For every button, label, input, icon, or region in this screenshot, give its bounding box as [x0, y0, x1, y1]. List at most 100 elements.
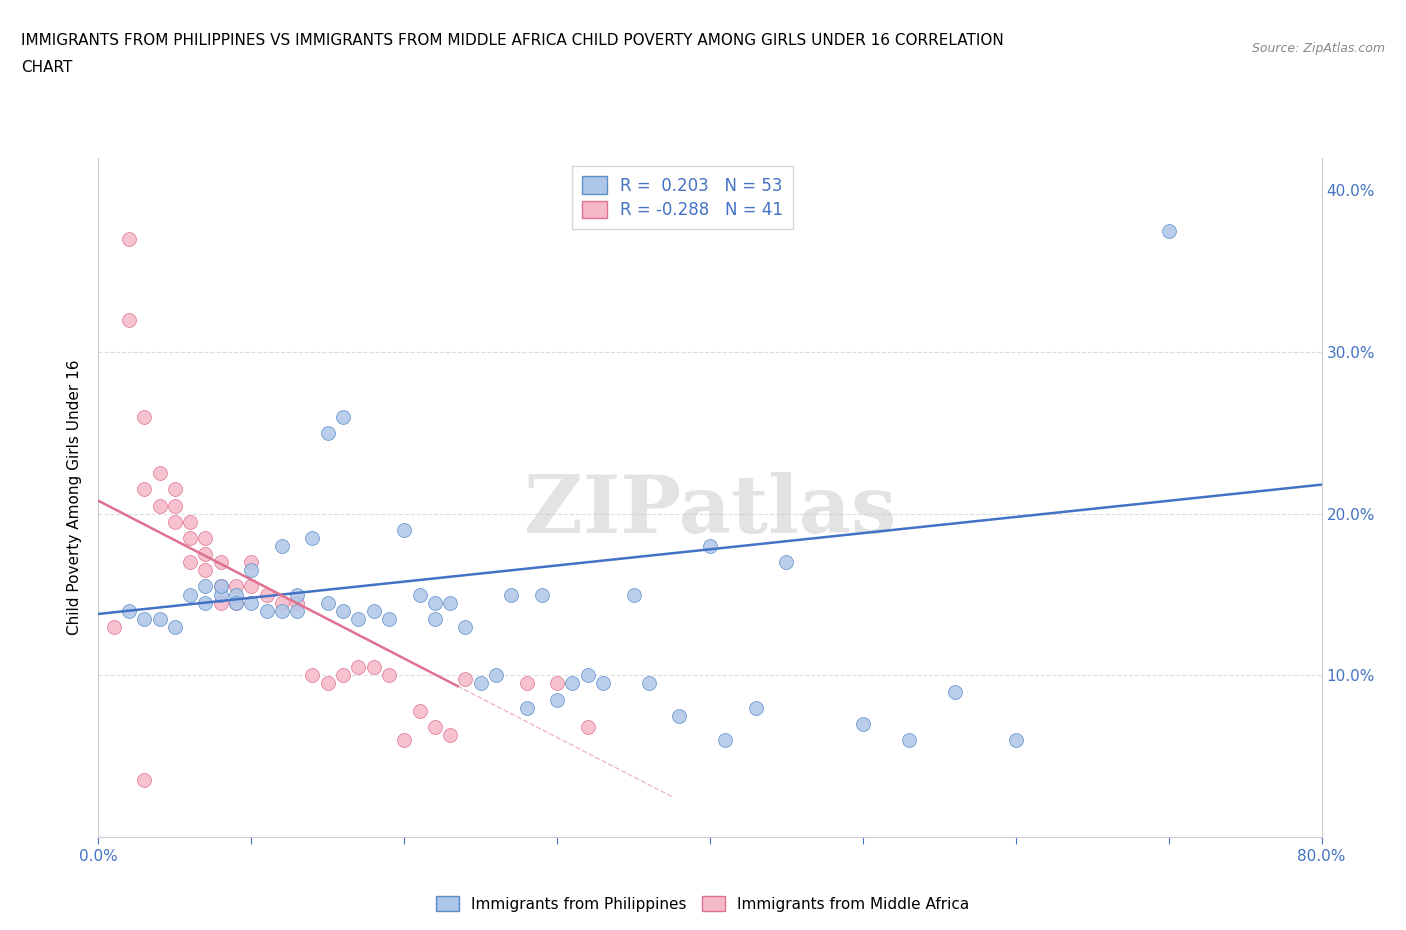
Text: IMMIGRANTS FROM PHILIPPINES VS IMMIGRANTS FROM MIDDLE AFRICA CHILD POVERTY AMONG: IMMIGRANTS FROM PHILIPPINES VS IMMIGRANT… [21, 33, 1004, 47]
Point [285, 595, 308, 610]
Legend: Immigrants from Philippines, Immigrants from Middle Africa: Immigrants from Philippines, Immigrants … [430, 889, 976, 918]
Point [209, 555, 232, 570]
Point [301, 530, 323, 545]
Point [270, 538, 292, 553]
Point [530, 587, 553, 602]
Point [745, 700, 768, 715]
Text: CHART: CHART [21, 60, 73, 75]
Point [270, 604, 292, 618]
Point [897, 733, 920, 748]
Point [256, 587, 278, 602]
Point [516, 700, 538, 715]
Point [285, 604, 308, 618]
Point [179, 514, 201, 529]
Point [118, 312, 141, 327]
Point [225, 579, 247, 594]
Point [225, 595, 247, 610]
Point [225, 587, 247, 602]
Point [378, 611, 401, 626]
Point [470, 676, 492, 691]
Point [332, 409, 354, 424]
Point [209, 587, 232, 602]
Point [501, 587, 523, 602]
Point [714, 733, 737, 748]
Point [775, 555, 797, 570]
Point [285, 587, 308, 602]
Point [240, 595, 263, 610]
Point [439, 727, 461, 742]
Point [194, 595, 217, 610]
Point [668, 709, 690, 724]
Point [332, 668, 354, 683]
Point [423, 611, 446, 626]
Point [240, 579, 263, 594]
Point [943, 684, 966, 699]
Point [363, 660, 385, 675]
Point [637, 676, 661, 691]
Point [301, 668, 323, 683]
Point [149, 611, 172, 626]
Point [240, 555, 263, 570]
Point [546, 692, 568, 707]
Point [163, 619, 186, 634]
Point [209, 595, 232, 610]
Point [392, 733, 416, 748]
Point [179, 555, 201, 570]
Point [1004, 733, 1026, 748]
Point [1157, 223, 1180, 238]
Point [561, 676, 583, 691]
Point [316, 595, 339, 610]
Point [439, 595, 461, 610]
Point [134, 482, 156, 497]
Point [163, 514, 186, 529]
Point [576, 668, 599, 683]
Point [118, 604, 141, 618]
Point [485, 668, 508, 683]
Point [423, 595, 446, 610]
Point [194, 579, 217, 594]
Point [316, 425, 339, 440]
Point [194, 530, 217, 545]
Point [454, 619, 477, 634]
Point [316, 676, 339, 691]
Point [240, 563, 263, 578]
Point [179, 587, 201, 602]
Point [149, 466, 172, 481]
Point [623, 587, 645, 602]
Point [134, 409, 156, 424]
Point [592, 676, 614, 691]
Point [163, 498, 186, 513]
Point [149, 498, 172, 513]
Point [332, 604, 354, 618]
Point [347, 611, 370, 626]
Point [209, 579, 232, 594]
Point [209, 579, 232, 594]
Point [423, 720, 446, 735]
Point [225, 595, 247, 610]
Point [270, 595, 292, 610]
Point [194, 563, 217, 578]
Text: Source: ZipAtlas.com: Source: ZipAtlas.com [1251, 42, 1385, 55]
Point [378, 668, 401, 683]
Point [363, 604, 385, 618]
Point [194, 547, 217, 562]
Point [179, 530, 201, 545]
Point [516, 676, 538, 691]
Point [118, 232, 141, 246]
Text: ZIPatlas: ZIPatlas [524, 472, 896, 551]
Point [163, 482, 186, 497]
Point [347, 660, 370, 675]
Point [408, 703, 430, 718]
Point [256, 604, 278, 618]
Y-axis label: Child Poverty Among Girls Under 16: Child Poverty Among Girls Under 16 [67, 360, 83, 635]
Point [103, 619, 125, 634]
Point [134, 611, 156, 626]
Point [392, 523, 416, 538]
Point [408, 587, 430, 602]
Point [852, 716, 875, 731]
Point [454, 671, 477, 686]
Point [134, 773, 156, 788]
Point [576, 720, 599, 735]
Point [546, 676, 568, 691]
Legend: R =  0.203   N = 53, R = -0.288   N = 41: R = 0.203 N = 53, R = -0.288 N = 41 [572, 166, 793, 230]
